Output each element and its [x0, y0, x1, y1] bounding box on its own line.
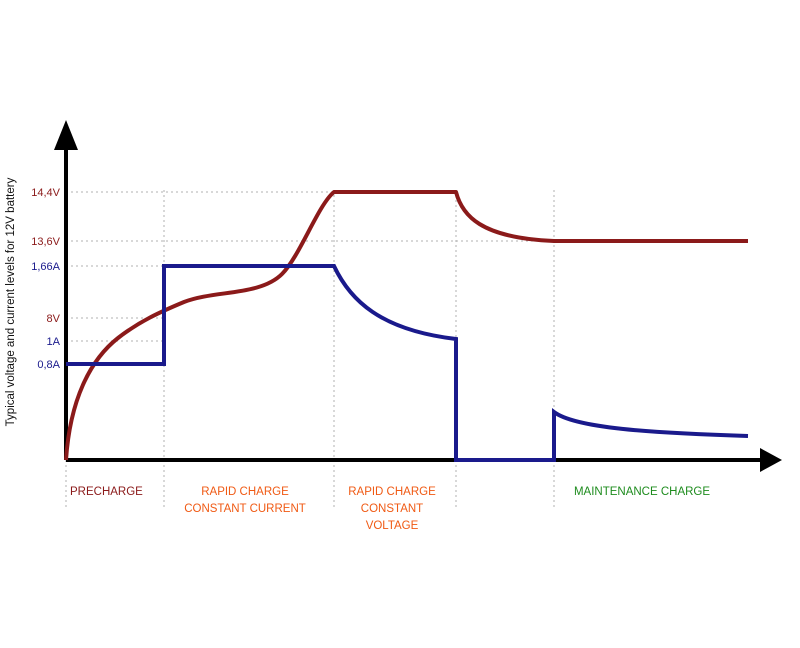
y-tick-labels: 14,4V 13,6V 1,66A 8V 1A 0,8A	[31, 187, 60, 371]
phase-label-rapid-cc: CONSTANT CURRENT	[184, 503, 306, 515]
y-axis-arrow	[54, 120, 78, 150]
phase-label-precharge: PRECHARGE	[70, 486, 143, 498]
y-axis	[54, 120, 78, 460]
series-curves	[64, 190, 749, 462]
phase-label-rapid-cv: VOLTAGE	[366, 520, 419, 532]
y-axis-title: Typical voltage and current levels for 1…	[5, 177, 17, 426]
voltage-curve	[64, 190, 748, 461]
y-tick-label: 13,6V	[31, 236, 60, 248]
y-tick-label: 1A	[47, 336, 61, 348]
y-tick-label: 14,4V	[31, 187, 60, 199]
phase-labels: PRECHARGE RAPID CHARGE CONSTANT CURRENT RAP…	[70, 486, 710, 532]
current-curve	[66, 264, 749, 462]
x-axis	[66, 448, 782, 472]
x-axis-arrow	[760, 448, 782, 472]
phase-label-rapid-cv: CONSTANT	[361, 503, 423, 515]
phase-label-rapid-cv: RAPID CHARGE	[348, 486, 436, 498]
y-tick-label: 0,8A	[37, 359, 60, 371]
phase-label-maintenance: MAINTENANCE CHARGE	[574, 486, 710, 498]
y-tick-label: 1,66A	[31, 261, 60, 273]
phase-label-rapid-cc: RAPID CHARGE	[201, 486, 289, 498]
y-tick-label: 8V	[47, 313, 61, 325]
